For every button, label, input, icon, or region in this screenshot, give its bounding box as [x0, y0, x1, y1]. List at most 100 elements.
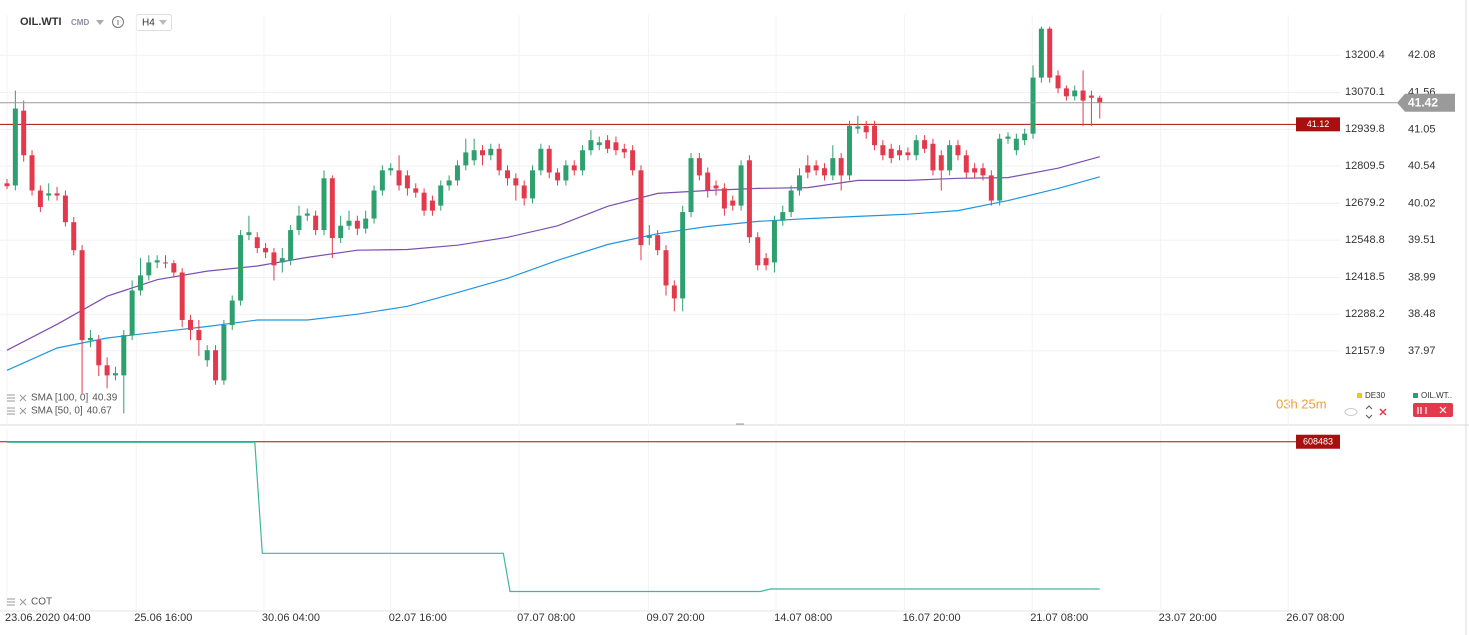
- legend-value: 40.39: [92, 393, 117, 404]
- candle-body: [1047, 28, 1053, 78]
- y2-tick-label: 12548.8: [1345, 234, 1385, 246]
- price-tag-label: 608483: [1303, 437, 1333, 447]
- candle-body: [1063, 88, 1069, 97]
- countdown: 03h 25m: [1276, 396, 1327, 411]
- x-tick-label: 09.07 20:00: [646, 612, 704, 624]
- legend-name: COT: [31, 597, 52, 608]
- candle-body: [104, 365, 110, 376]
- compare-swatch: [1357, 393, 1362, 398]
- y-tick-label: 40.02: [1408, 197, 1436, 209]
- timeframe: H4: [142, 18, 155, 29]
- close-icon[interactable]: [1379, 408, 1387, 416]
- candle-body: [288, 230, 294, 261]
- candle-body: [788, 190, 794, 213]
- candle-body: [913, 140, 919, 156]
- candle-body: [596, 142, 602, 146]
- candle-body: [137, 275, 143, 291]
- candle-body: [54, 193, 60, 196]
- current-price-tag: [1397, 93, 1455, 112]
- candle-body: [4, 183, 10, 187]
- candle-body: [746, 160, 752, 238]
- candle-body: [655, 235, 661, 251]
- candle-body: [188, 319, 194, 331]
- candle-body: [738, 165, 744, 206]
- y-tick-label: 38.48: [1408, 308, 1436, 320]
- y-tick-label: 39.51: [1408, 234, 1436, 246]
- candle-body: [121, 335, 127, 376]
- candle-body: [905, 152, 911, 156]
- candle-body: [179, 272, 185, 320]
- candle-body: [872, 125, 878, 146]
- move-icon[interactable]: [1365, 405, 1373, 419]
- x-tick-label: 25.06 16:00: [134, 612, 192, 624]
- candle-body: [463, 152, 469, 166]
- candle-body: [204, 350, 210, 361]
- candle-body: [112, 373, 118, 376]
- candle-body: [229, 300, 235, 326]
- candle-body: [947, 145, 953, 171]
- candle-body: [421, 192, 427, 211]
- candle-body: [605, 140, 611, 149]
- candle-body: [938, 155, 944, 171]
- candle-body: [388, 168, 394, 171]
- timeframe-caret: [159, 20, 167, 25]
- candle-body: [813, 165, 819, 171]
- candle-body: [997, 138, 1003, 201]
- candle-body: [721, 188, 727, 209]
- legend-menu-icon: [7, 394, 15, 402]
- y2-tick-label: 13070.1: [1345, 86, 1385, 98]
- legend-menu-icon: [7, 598, 15, 606]
- candle-body: [1080, 90, 1086, 101]
- candle-body: [1038, 28, 1044, 78]
- info-icon[interactable]: [112, 16, 124, 28]
- eye-icon[interactable]: [1344, 408, 1358, 416]
- x-tick-label: 21.07 08:00: [1030, 612, 1088, 624]
- y2-tick-label: 12418.5: [1345, 271, 1385, 283]
- candle-body: [505, 170, 511, 179]
- candle-body: [263, 248, 269, 253]
- legend-name: SMA [100, 0]: [31, 393, 88, 404]
- candle-body: [471, 150, 477, 161]
- candle-body: [363, 218, 369, 229]
- candle-body: [246, 232, 252, 236]
- legend-name: SMA [50, 0]: [31, 406, 83, 417]
- candle-body: [847, 125, 853, 176]
- candle-body: [880, 145, 886, 156]
- y2-tick-label: 12809.5: [1345, 160, 1385, 172]
- dropdown-caret[interactable]: [96, 20, 104, 25]
- candle-body: [221, 325, 227, 381]
- y2-tick-label: 12288.2: [1345, 308, 1385, 320]
- candle-body: [663, 250, 669, 286]
- candle-body: [780, 212, 786, 221]
- candle-body: [1030, 77, 1036, 134]
- candle-body: [438, 185, 444, 206]
- candle-body: [1088, 95, 1094, 98]
- current-price-label: 41.42: [1408, 95, 1438, 109]
- candle-body: [379, 170, 385, 191]
- instrument-button[interactable]: [1413, 403, 1453, 417]
- candle-body: [771, 220, 777, 263]
- candle-body: [79, 250, 85, 341]
- candle-body: [630, 150, 636, 171]
- candle-body: [830, 158, 836, 176]
- candle-body: [46, 193, 52, 196]
- candle-body: [413, 188, 419, 193]
- candle-body: [730, 200, 736, 206]
- candle-body: [296, 215, 302, 231]
- x-tick-label: 07.07 08:00: [517, 612, 575, 624]
- y-tick-label: 37.97: [1408, 345, 1436, 357]
- candle-body: [1022, 133, 1028, 141]
- candle-body: [396, 170, 402, 186]
- x-tick-label: 14.07 08:00: [774, 612, 832, 624]
- candle-body: [671, 285, 677, 299]
- candle-body: [821, 168, 827, 176]
- candle-body: [404, 175, 410, 189]
- candle-body: [71, 222, 77, 251]
- candle-body: [688, 158, 694, 213]
- candle-body: [980, 168, 986, 176]
- y-tick-label: 40.54: [1408, 160, 1436, 172]
- candle-body: [62, 195, 68, 223]
- candle-body: [646, 235, 652, 238]
- badge: CMD: [71, 18, 89, 27]
